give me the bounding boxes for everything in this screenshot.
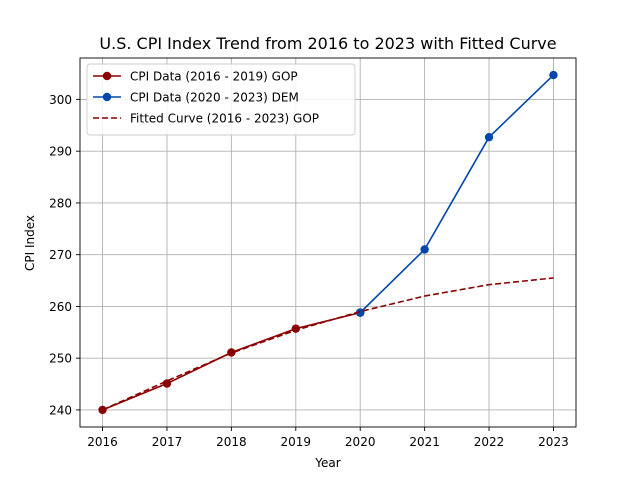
chart-legend: CPI Data (2016 - 2019) GOP CPI Data (2020…	[86, 63, 356, 136]
x-tick-label: 2019	[281, 435, 312, 449]
series-layer	[98, 70, 558, 415]
legend-swatch-marker-1	[102, 71, 112, 81]
x-tick-label: 2016	[87, 435, 118, 449]
legend-label-1: CPI Data (2016 - 2019) GOP	[130, 70, 298, 84]
x-tick-label: 2021	[409, 435, 440, 449]
legend-box	[86, 63, 356, 136]
x-tick-label: 2017	[152, 435, 183, 449]
x-tick-label: 2023	[538, 435, 569, 449]
y-tick-label: 290	[49, 145, 72, 159]
x-axis-label: Year	[314, 456, 340, 470]
legend-swatch-marker-2	[102, 92, 112, 102]
data-point-series-2	[549, 70, 558, 80]
y-tick-label: 280	[49, 196, 72, 210]
series-line-3	[102, 277, 554, 411]
data-point-series-2	[356, 308, 365, 317]
plot-frame	[79, 57, 577, 428]
y-tick-label: 240	[49, 403, 72, 417]
grid-layer	[80, 58, 576, 427]
legend-label-3: Fitted Curve (2016 - 2023) GOP	[130, 112, 319, 126]
data-point-series-1	[162, 379, 172, 388]
series-line-2	[359, 74, 555, 314]
data-point-series-1	[98, 405, 107, 415]
y-tick-label: 260	[49, 300, 72, 314]
y-tick-label: 250	[49, 352, 72, 366]
data-point-series-2	[484, 132, 494, 142]
y-axis-label: CPI Index	[23, 215, 37, 271]
data-point-series-1	[227, 348, 236, 357]
data-point-series-2	[420, 245, 429, 254]
y-tick-label: 300	[49, 93, 72, 107]
y-tick-label: 270	[49, 248, 72, 262]
x-tick-label: 2020	[345, 435, 376, 449]
chart-title: U.S. CPI Index Trend from 2016 to 2023 w…	[99, 34, 556, 53]
x-tick-label: 2018	[216, 435, 247, 449]
x-tick-label: 2022	[474, 435, 505, 449]
legend-label-2: CPI Data (2020 - 2023) DEM	[130, 91, 299, 105]
axes-layer: 2016 2017 2018 2019 2020 2021 2022 2023 240 250 26…	[49, 57, 577, 449]
